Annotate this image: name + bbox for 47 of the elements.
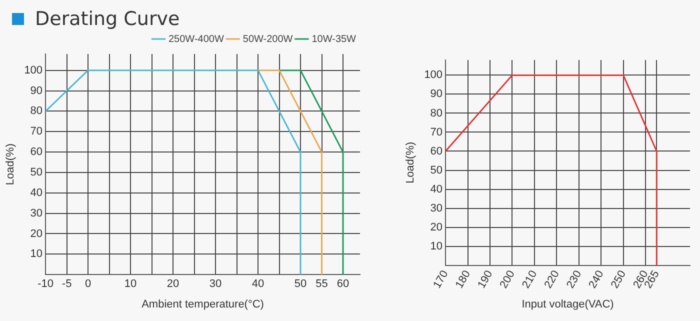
x-tick-label: -10 (38, 278, 54, 290)
y-tick-label: 60 (430, 145, 443, 158)
y-tick-label: 100 (424, 69, 443, 82)
x-axis-title: Input voltage(VAC) (522, 298, 614, 310)
y-tick-label: 70 (430, 126, 443, 138)
x-tick-label: -5 (62, 278, 72, 290)
y-tick-label: 100 (24, 64, 43, 76)
y-tick-label: 60 (30, 146, 43, 158)
y-tick-label: 20 (30, 228, 43, 240)
y-tick-label: 80 (430, 107, 443, 120)
x-tick-label: 190 (476, 268, 496, 291)
y-tick-label: 40 (430, 183, 443, 196)
legend-label: 10W-35W (312, 34, 357, 45)
x-tick-label: 40 (252, 278, 264, 290)
chart-title: Derating Curve (35, 8, 180, 30)
x-tick-label: 180 (453, 268, 473, 291)
x-axis-title: Ambient temperature(°C) (142, 298, 264, 310)
y-axis-title: Load(%) (4, 144, 17, 186)
y-tick-label: 10 (430, 240, 443, 252)
y-tick-label: 70 (30, 126, 43, 138)
x-tick-label: 60 (336, 278, 350, 290)
x-tick-label: 230 (564, 268, 584, 291)
y-axis-title: Load(%) (404, 142, 417, 184)
y-tick-label: 90 (30, 84, 43, 97)
x-tick-label: 55 (316, 278, 328, 290)
x-tick-label: 0 (84, 278, 92, 290)
y-tick-label: 50 (430, 164, 443, 176)
x-tick-label: 220 (542, 268, 562, 291)
x-tick-label: 200 (498, 268, 518, 291)
x-tick-label: 10 (124, 278, 137, 290)
x-tick-label: 210 (520, 268, 540, 291)
x-tick-label: 30 (209, 278, 222, 290)
y-tick-label: 80 (30, 105, 43, 118)
y-tick-label: 20 (430, 221, 443, 234)
x-tick-label: 250 (608, 268, 629, 291)
legend-label: 250W-400W (168, 34, 224, 45)
y-tick-label: 40 (30, 186, 43, 199)
x-tick-label: 20 (166, 278, 180, 290)
y-tick-label: 90 (430, 88, 443, 100)
y-tick-label: 50 (30, 166, 43, 178)
x-tick-label: 170 (431, 268, 451, 291)
x-tick-label: 50 (294, 278, 307, 290)
x-tick-label: 240 (586, 268, 606, 291)
y-tick-label: 10 (30, 248, 43, 260)
legend-label: 50W-200W (242, 34, 294, 45)
y-tick-label: 30 (430, 202, 443, 214)
y-tick-label: 30 (30, 207, 43, 220)
